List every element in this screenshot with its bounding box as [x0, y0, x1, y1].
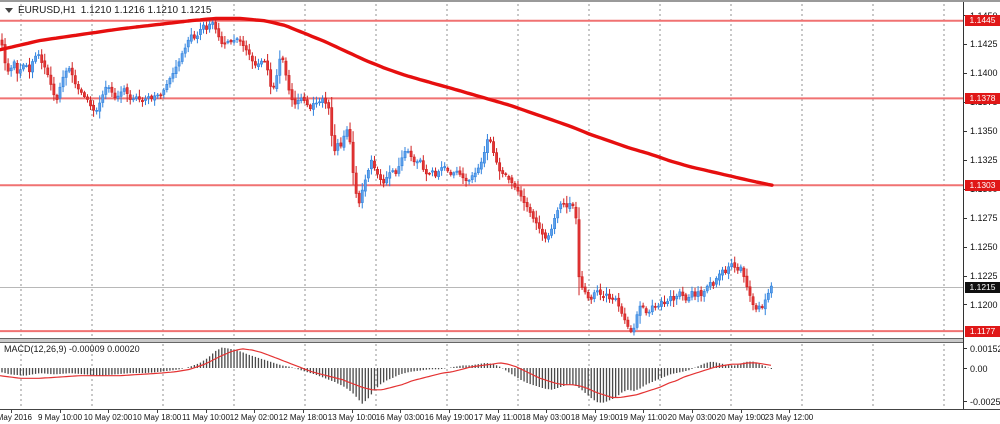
time-axis-label: 20 May 19:00 — [716, 413, 766, 422]
time-axis-label: 12 May 18:00 — [278, 413, 328, 422]
time-axis-tickmark — [157, 410, 158, 413]
macd-axis-label: 0.00152 — [970, 344, 1000, 354]
time-axis-tickmark — [11, 410, 12, 413]
time-axis-label: 9 May 10:00 — [37, 413, 83, 422]
price-axis-label: 1.1250 — [970, 242, 998, 252]
macd-axis-label: -0.00259 — [970, 397, 1000, 407]
time-axis-label: 13 May 10:00 — [327, 413, 377, 422]
macd-axis-tickmark — [964, 368, 967, 369]
time-axis-tickmark — [352, 410, 353, 413]
time-axis-tickmark — [741, 410, 742, 413]
current-price-badge: 1.1215 — [965, 282, 1000, 293]
time-axis-label: 23 May 12:00 — [764, 413, 814, 422]
macd-indicator-label: MACD(12,26,9) -0.00009 0.00020 — [4, 344, 140, 354]
chart-plot-area[interactable] — [0, 2, 963, 410]
price-axis-label: 1.1200 — [970, 300, 998, 310]
price-axis-tickmark — [964, 304, 967, 305]
price-level-badge: 1.1445 — [965, 15, 1000, 26]
time-axis-tickmark — [498, 410, 499, 413]
time-axis-tickmark — [595, 410, 596, 413]
macd-axis-label: 0.00 — [970, 364, 988, 374]
time-axis-tickmark — [546, 410, 547, 413]
time-axis-tickmark — [303, 410, 304, 413]
time-axis-tickmark — [789, 410, 790, 413]
pane-separator[interactable] — [0, 338, 963, 343]
time-axis-tickmark — [692, 410, 693, 413]
symbol-dropdown-icon[interactable] — [5, 8, 13, 13]
price-axis[interactable]: 1.14501.14251.14001.13751.13501.13251.13… — [963, 2, 1000, 410]
price-level-badge: 1.1378 — [965, 93, 1000, 104]
price-axis-tickmark — [964, 218, 967, 219]
macd-axis-tickmark — [964, 348, 967, 349]
price-axis-tickmark — [964, 131, 967, 132]
day-separators — [20, 4, 945, 408]
time-axis-label: 12 May 02:00 — [229, 413, 279, 422]
macd-name: MACD(12,26,9) — [4, 344, 67, 354]
time-axis-label: 17 May 11:00 — [474, 413, 522, 422]
price-axis-tickmark — [964, 73, 967, 74]
time-axis-label: 19 May 11:00 — [619, 413, 667, 422]
time-axis-tickmark — [60, 410, 61, 413]
price-axis-label: 1.1325 — [970, 155, 998, 165]
time-axis-tickmark — [449, 410, 450, 413]
time-axis-tickmark — [400, 410, 401, 413]
horizontal-level-lines[interactable] — [0, 19, 963, 333]
macd-signal-line — [0, 348, 772, 399]
time-axis-label: 16 May 03:00 — [375, 413, 425, 422]
chart-title: EURUSD,H1 1.1210 1.1216 1.1210 1.1215 — [5, 5, 211, 16]
time-axis-label: 10 May 02:00 — [83, 413, 133, 422]
price-level-badge: 1.1177 — [965, 326, 1000, 337]
time-axis-label: 10 May 18:00 — [132, 413, 182, 422]
time-axis-tickmark — [254, 410, 255, 413]
time-axis-label: 18 May 03:00 — [521, 413, 571, 422]
chart-symbol-timeframe: EURUSD,H1 — [18, 5, 76, 16]
time-axis-tickmark — [206, 410, 207, 413]
price-axis-label: 1.1275 — [970, 213, 998, 223]
time-axis-label: 11 May 10:00 — [182, 413, 230, 422]
chart-ohlc-values: 1.1210 1.1216 1.1210 1.1215 — [80, 5, 212, 16]
price-level-badge: 1.1303 — [965, 180, 1000, 191]
price-axis-label: 1.1400 — [970, 68, 998, 78]
moving-average-line — [0, 16, 774, 187]
price-axis-tickmark — [964, 247, 967, 248]
price-axis-label: 1.1350 — [970, 126, 998, 136]
time-axis-tickmark — [108, 410, 109, 413]
macd-values: -0.00009 0.00020 — [69, 344, 140, 354]
price-axis-tickmark — [964, 44, 967, 45]
candles — [0, 19, 773, 336]
price-axis-tickmark — [964, 160, 967, 161]
price-axis-label: 1.1225 — [970, 271, 998, 281]
price-axis-label: 1.1425 — [970, 39, 998, 49]
price-axis-tickmark — [964, 276, 967, 277]
time-axis-label: 18 May 19:00 — [570, 413, 620, 422]
macd-axis-tickmark — [964, 401, 967, 402]
time-axis-label: 6 May 2016 — [0, 413, 32, 422]
time-axis-tickmark — [643, 410, 644, 413]
time-axis-label: 20 May 03:00 — [667, 413, 717, 422]
time-axis-label: 16 May 19:00 — [424, 413, 474, 422]
